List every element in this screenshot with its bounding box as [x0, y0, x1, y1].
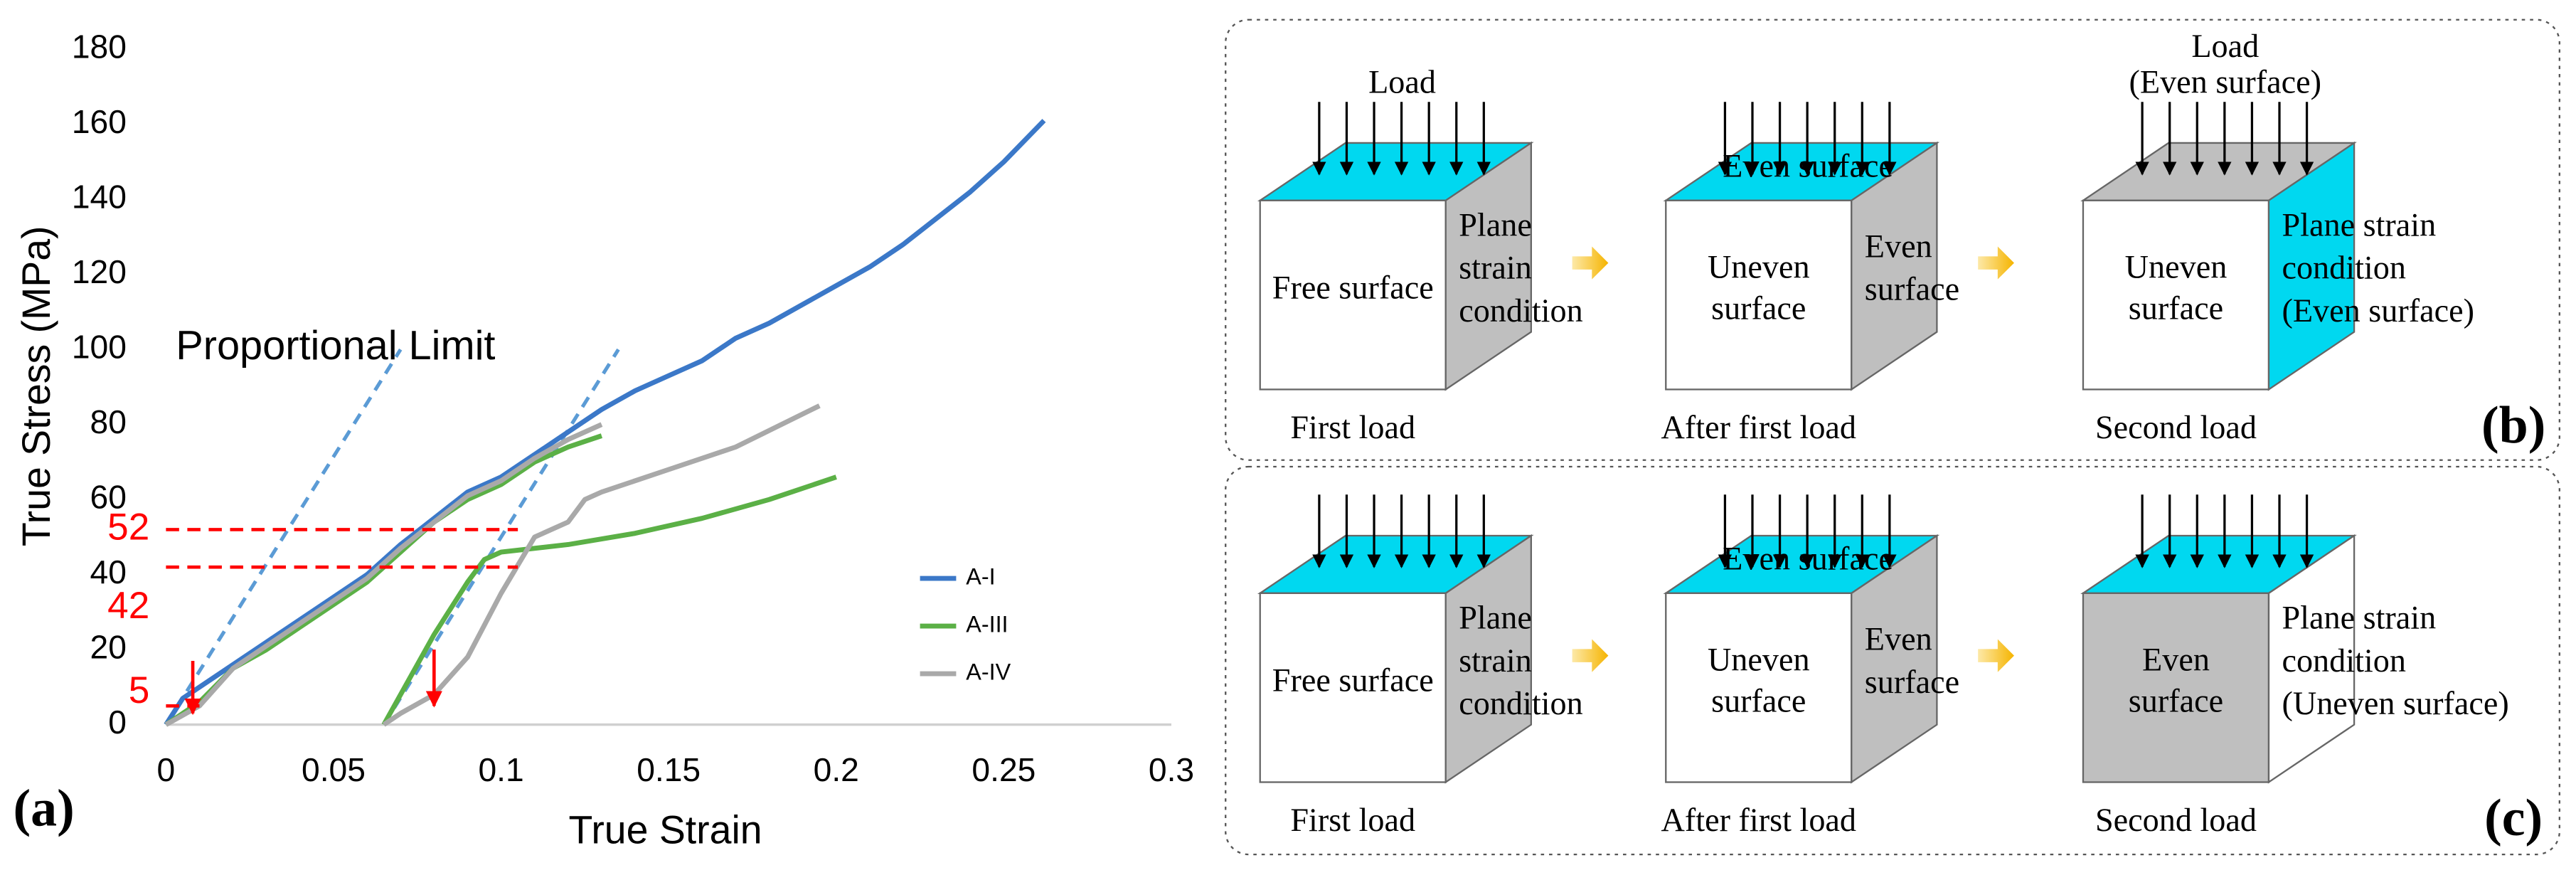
- front-label: surface: [2129, 682, 2223, 718]
- front-label: surface: [1711, 290, 1806, 326]
- cube-front: [1665, 592, 1853, 783]
- stage-arrow: [1978, 639, 2014, 672]
- side-label: Plane strain: [2282, 600, 2436, 636]
- cube-front: [1665, 199, 1853, 391]
- cube-side: [2267, 141, 2356, 391]
- front-label: surface: [2129, 290, 2223, 326]
- side-label: Even: [1865, 228, 1932, 265]
- marked-stress-label: 42: [107, 585, 149, 627]
- y-tick-label: 140: [72, 178, 127, 215]
- side-label: Plane: [1459, 207, 1532, 243]
- y-tick-label: 180: [72, 28, 127, 65]
- x-tick-label: 0.2: [814, 751, 859, 788]
- stage-arrow: [1572, 246, 1609, 280]
- y-tick-label: 20: [90, 628, 127, 665]
- stage-arrow: [1572, 639, 1609, 672]
- x-tick-label: 0: [157, 751, 176, 788]
- load-label: Load: [2191, 28, 2259, 64]
- x-axis-label: True Strain: [569, 808, 762, 852]
- load-label: (Even surface): [2129, 64, 2322, 100]
- cube-front: [1259, 592, 1447, 783]
- front-label: Uneven: [1708, 642, 1810, 678]
- legend-label: A-IV: [966, 659, 1011, 685]
- stage-caption: Second load: [2095, 409, 2257, 445]
- front-label: Free surface: [1272, 662, 1434, 698]
- side-label: strain: [1459, 250, 1532, 286]
- side-label: (Even surface): [2282, 292, 2474, 329]
- annotation: Proportional Limit: [176, 323, 495, 368]
- stage-arrow: [1978, 246, 2014, 280]
- y-tick-label: 160: [72, 103, 127, 140]
- stage-caption: After first load: [1661, 409, 1856, 445]
- load-label: Load: [1368, 64, 1436, 100]
- front-label: Even: [2142, 642, 2210, 678]
- side-label: Plane: [1459, 600, 1532, 636]
- y-tick-label: 120: [72, 253, 127, 290]
- x-tick-label: 0.25: [972, 751, 1036, 788]
- x-tick-label: 0.15: [637, 751, 701, 788]
- side-label: strain: [1459, 642, 1532, 679]
- side-label: Even: [1865, 621, 1932, 657]
- stage-caption: First load: [1290, 409, 1415, 445]
- y-tick-label: 40: [90, 553, 127, 590]
- front-label: Free surface: [1272, 269, 1434, 305]
- y-tick-label: 60: [90, 478, 127, 515]
- cube-front: [1259, 199, 1447, 391]
- cube-side: [1444, 141, 1533, 391]
- stage-caption: After first load: [1661, 802, 1856, 838]
- panel-frame: [1225, 18, 2560, 461]
- panel-label: (a): [14, 778, 75, 837]
- stage-caption: Second load: [2095, 802, 2257, 838]
- side-label: condition: [2282, 642, 2405, 679]
- front-label: Uneven: [2125, 249, 2228, 285]
- cube-side: [1851, 534, 1938, 784]
- top-label: Even surface: [1723, 148, 1893, 184]
- side-label: Plane strain: [2282, 207, 2436, 243]
- cube-side: [1444, 534, 1533, 784]
- legend-label: A-I: [966, 564, 995, 590]
- side-label: condition: [1459, 685, 1582, 721]
- top-label: Even surface: [1723, 541, 1893, 577]
- front-label: surface: [1711, 682, 1806, 718]
- x-tick-label: 0.05: [302, 751, 366, 788]
- series-line: [164, 119, 1046, 726]
- panel-frame: [1225, 465, 2560, 856]
- panel-label: (b): [2481, 396, 2545, 454]
- y-axis-label: True Stress (MPa): [14, 226, 58, 546]
- y-tick-label: 80: [90, 403, 127, 440]
- side-label: surface: [1865, 271, 1959, 307]
- x-tick-label: 0.1: [478, 751, 523, 788]
- side-label: condition: [2282, 250, 2405, 286]
- proportional-line: [164, 348, 403, 726]
- proportional-line: [382, 348, 620, 726]
- cube-front: [2082, 592, 2270, 783]
- side-label: condition: [1459, 292, 1582, 329]
- marked-stress-label: 5: [129, 669, 150, 711]
- panel-label: (c): [2484, 788, 2543, 847]
- cube-front: [2082, 199, 2270, 391]
- legend-label: A-III: [966, 612, 1008, 637]
- cube-side: [2267, 534, 2356, 784]
- y-tick-label: 0: [108, 704, 127, 741]
- cube-side: [1851, 141, 1938, 391]
- side-label: surface: [1865, 664, 1959, 700]
- marked-stress-label: 52: [107, 506, 149, 548]
- side-label: (Uneven surface): [2282, 685, 2508, 721]
- stage-caption: First load: [1290, 802, 1415, 838]
- x-tick-label: 0.3: [1149, 751, 1194, 788]
- front-label: Uneven: [1708, 249, 1810, 285]
- y-tick-label: 100: [72, 328, 127, 365]
